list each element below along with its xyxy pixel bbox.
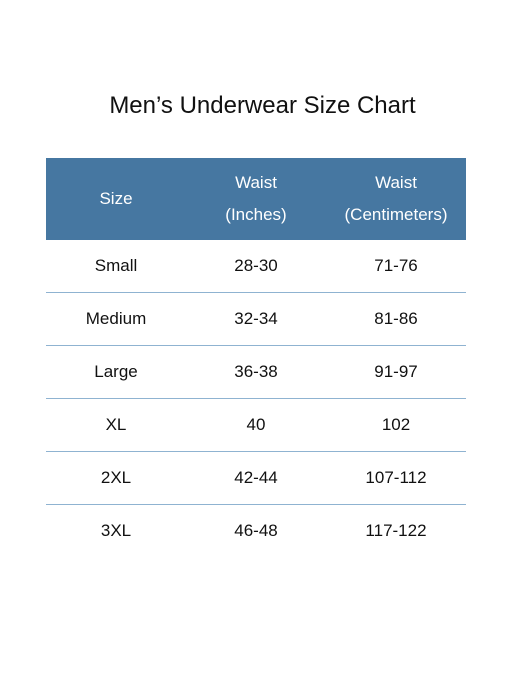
- table-cell: 28-30: [234, 256, 278, 275]
- table-cell: Small: [94, 256, 138, 275]
- table-row: Large 36-38 91-97: [46, 346, 466, 399]
- table-row: Medium 32-34 81-86: [46, 293, 466, 346]
- table-cell: 102: [381, 415, 411, 434]
- table-cell: Medium: [85, 309, 147, 328]
- header-cell: Waist (Centimeters): [326, 158, 466, 240]
- header-text: Waist: [235, 173, 277, 192]
- header-text: Size: [99, 189, 133, 208]
- table-cell: 32-34: [234, 309, 278, 328]
- table-cell: 81-86: [374, 309, 418, 328]
- table-cell: 3XL: [100, 521, 132, 540]
- table-row: 2XL 42-44 107-112: [46, 452, 466, 505]
- table-cell: 107-112: [365, 468, 427, 487]
- header-row: Size Waist (Inches) Waist (Centimeters): [46, 158, 466, 240]
- table-cell: 36-38: [234, 362, 278, 381]
- table-cell: 71-76: [374, 256, 418, 275]
- table-cell: 117-122: [365, 521, 427, 540]
- table-cell: 42-44: [234, 468, 278, 487]
- size-table: Size Waist (Inches) Waist (Centimeters) Small…: [46, 158, 466, 557]
- table-cell: XL: [105, 415, 127, 434]
- table-row: XL 40 102: [46, 399, 466, 452]
- table-row: Small 28-30 71-76: [46, 240, 466, 293]
- table-cell: 2XL: [100, 468, 132, 487]
- header-text: (Inches): [225, 205, 287, 224]
- title: Men’s Underwear Size Chart: [109, 92, 416, 119]
- header-text: (Centimeters): [344, 205, 448, 224]
- table-cell: 40: [246, 415, 266, 434]
- table-cell: Large: [94, 362, 138, 381]
- table-cell: 46-48: [234, 521, 278, 540]
- table-cell: 91-97: [374, 362, 418, 381]
- table-row: 3XL 46-48 117-122: [46, 505, 466, 557]
- header-cell: Size: [46, 158, 186, 240]
- header-text: Waist: [375, 173, 417, 192]
- header-cell: Waist (Inches): [186, 158, 326, 240]
